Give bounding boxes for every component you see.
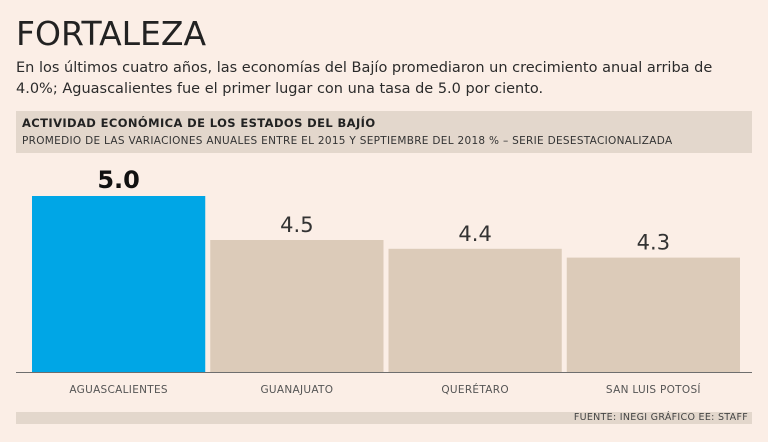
data-label: 4.5	[280, 213, 313, 237]
source-note: FUENTE: INEGI GRÁFICO EE: STAFF	[573, 412, 748, 423]
bar-guanajuato	[210, 240, 384, 372]
chart-subtitle: PROMEDIO DE LAS VARIACIONES ANUALES ENTR…	[22, 135, 673, 147]
intro-text: En los últimos cuatro años, las economía…	[16, 60, 713, 97]
bar-quer-taro	[388, 248, 562, 372]
chart-title: ACTIVIDAD ECONÓMICA DE LOS ESTADOS DEL B…	[22, 116, 376, 130]
chart-header: ACTIVIDAD ECONÓMICA DE LOS ESTADOS DEL B…	[16, 111, 752, 153]
data-label: 4.3	[637, 231, 670, 255]
headline: FORTALEZA	[16, 14, 207, 53]
data-label: 4.4	[458, 222, 491, 246]
category-label: GUANAJUATO	[260, 384, 333, 396]
bar-aguascalientes	[32, 196, 206, 372]
footer-bar: FUENTE: INEGI GRÁFICO EE: STAFF	[16, 412, 752, 424]
category-label: AGUASCALIENTES	[69, 384, 168, 396]
bar-san-luis-potos-	[566, 257, 740, 372]
category-label: SAN LUIS POTOSÍ	[606, 383, 701, 396]
data-label: 5.0	[97, 166, 140, 194]
category-label: QUERÉTARO	[441, 383, 509, 396]
